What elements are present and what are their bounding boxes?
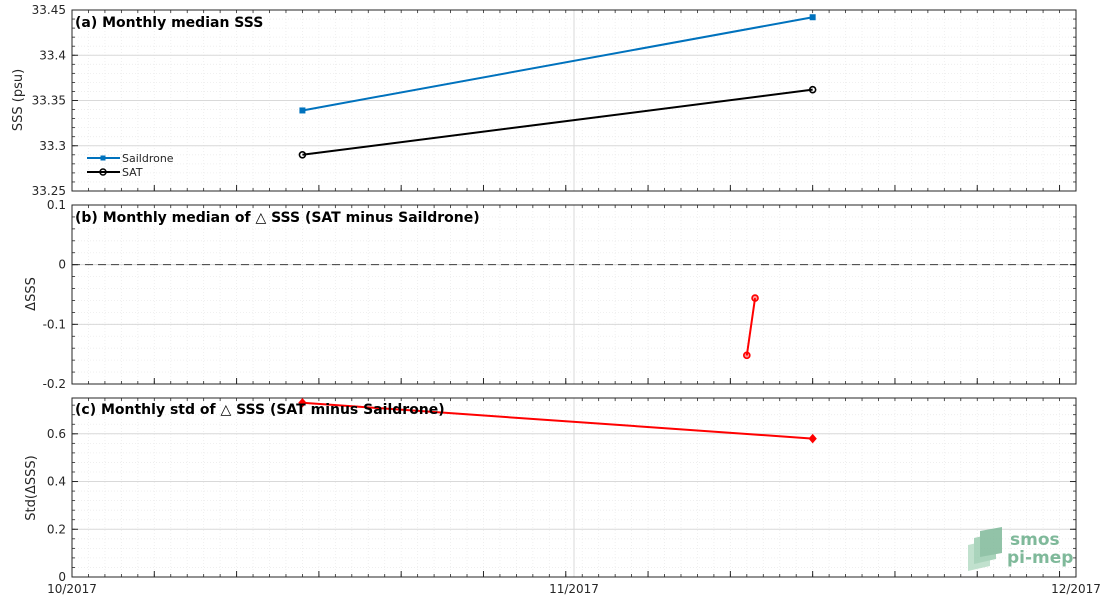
x-tick-label: 11/2017 bbox=[549, 582, 599, 596]
y-tick-label: 33.3 bbox=[39, 139, 66, 153]
y-tick-label: 0 bbox=[58, 570, 66, 584]
panel-b-series bbox=[743, 294, 759, 360]
y-tick-label: -0.2 bbox=[43, 377, 66, 391]
panel-a-x-ticks bbox=[71, 10, 1077, 191]
series-line bbox=[302, 16, 813, 112]
y-tick-label: 0.6 bbox=[47, 427, 66, 441]
y-tick-label: 33.35 bbox=[32, 94, 66, 108]
x-tick-label: 12/2017 bbox=[1051, 582, 1101, 596]
data-point bbox=[299, 107, 306, 114]
panel-c-frame bbox=[71, 397, 1077, 578]
y-tick-label: -0.1 bbox=[43, 317, 66, 331]
panel-a-y-ticks: 33.25 33.3 33.35 33.4 33.45 bbox=[32, 3, 1076, 198]
panel-b-title: (b) Monthly median of △ SSS (SAT minus S… bbox=[75, 210, 480, 226]
panel-a-title: (a) Monthly median SSS bbox=[75, 15, 263, 31]
legend: Saildrone SAT bbox=[87, 152, 174, 179]
data-point bbox=[298, 151, 307, 159]
logo-text-smos: smos bbox=[1010, 530, 1060, 550]
smos-pimep-logo: smos pi-mep bbox=[968, 527, 1073, 571]
data-point bbox=[808, 85, 817, 94]
series-line bbox=[745, 297, 757, 356]
logo-icon bbox=[968, 527, 1002, 571]
legend-sat-label: SAT bbox=[122, 166, 143, 179]
x-tick-label: 10/2017 bbox=[47, 582, 97, 596]
panel-c: 0 0.2 0.4 0.6 (c) Monthly std of △ SSS (SAT… bbox=[24, 397, 1077, 584]
panel-b-y-ticks: -0.2 -0.1 0 0.1 bbox=[43, 198, 1076, 391]
panel-c-title: (c) Monthly std of △ SSS (SAT minus Sail… bbox=[75, 402, 445, 418]
data-point bbox=[751, 294, 759, 302]
panel-a-ylabel: SSS (psu) bbox=[11, 69, 26, 131]
legend-saildrone-marker bbox=[100, 155, 106, 161]
panel-c-ylabel: Std(ΔSSS) bbox=[24, 455, 39, 520]
y-tick-label: 33.45 bbox=[32, 3, 66, 17]
y-tick-label: 33.4 bbox=[39, 48, 66, 62]
series-line bbox=[302, 401, 813, 440]
panel-b-ylabel: ΔSSS bbox=[24, 277, 39, 311]
panel-a: 33.25 33.3 33.35 33.4 33.45 (a) Monthly medi… bbox=[11, 3, 1077, 198]
legend-saildrone-label: Saildrone bbox=[122, 152, 174, 165]
logo-text-pimep: pi-mep bbox=[1007, 548, 1073, 568]
panel-b-grid bbox=[71, 204, 1077, 385]
y-tick-label: 0.1 bbox=[47, 198, 66, 212]
y-tick-label: 0 bbox=[58, 258, 66, 272]
panel-c-grid bbox=[71, 398, 1077, 578]
panel-a-grid bbox=[71, 9, 1077, 192]
y-tick-label: 33.25 bbox=[32, 184, 66, 198]
data-point bbox=[808, 433, 817, 444]
y-tick-label: 0.2 bbox=[47, 522, 66, 536]
panel-c-x-ticks bbox=[71, 398, 1077, 577]
x-axis-tick-labels: 10/2017 11/2017 12/2017 bbox=[47, 582, 1101, 596]
panel-b-x-ticks bbox=[71, 205, 1077, 384]
panel-c-series bbox=[298, 398, 817, 444]
data-point bbox=[809, 14, 816, 21]
series-line bbox=[302, 88, 813, 156]
data-point bbox=[743, 351, 751, 360]
panel-b-frame bbox=[71, 204, 1077, 385]
legend-sat-marker bbox=[99, 168, 107, 176]
panel-c-y-ticks: 0 0.2 0.4 0.6 bbox=[47, 404, 1076, 584]
panel-b: -0.2 -0.1 0 0.1 (b) Monthly median of △ SSS… bbox=[24, 198, 1077, 391]
panel-a-series bbox=[298, 14, 817, 159]
y-tick-label: 0.4 bbox=[47, 475, 66, 489]
data-point bbox=[298, 398, 307, 408]
